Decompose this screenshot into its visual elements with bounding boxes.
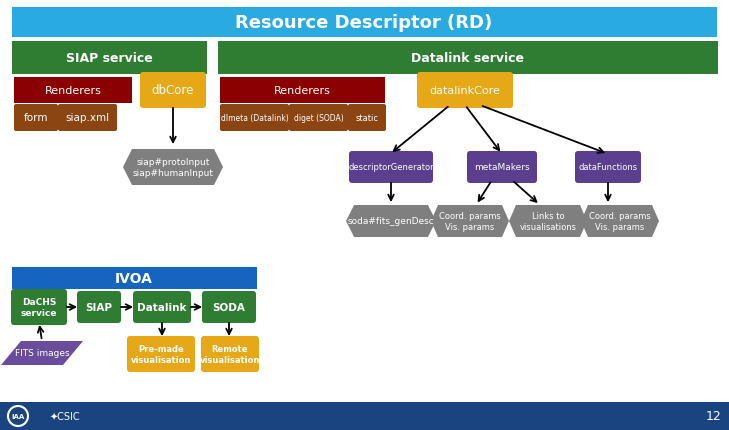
Text: Renderers: Renderers — [44, 86, 101, 96]
Text: metaMakers: metaMakers — [474, 163, 530, 172]
FancyBboxPatch shape — [348, 105, 386, 132]
FancyBboxPatch shape — [467, 152, 537, 184]
Text: dataFunctions: dataFunctions — [578, 163, 638, 172]
Bar — [220, 78, 385, 104]
Text: diget (SODA): diget (SODA) — [294, 114, 343, 123]
FancyBboxPatch shape — [58, 105, 117, 132]
Text: ✦CSIC: ✦CSIC — [50, 411, 80, 421]
Polygon shape — [346, 206, 436, 237]
Text: IVOA: IVOA — [115, 271, 153, 286]
Polygon shape — [581, 206, 659, 237]
Text: siap#protoInput
siap#humanInput: siap#protoInput siap#humanInput — [133, 158, 214, 177]
Polygon shape — [509, 206, 587, 237]
Text: Pre-made
visualisation: Pre-made visualisation — [130, 344, 191, 364]
Text: datalinkCore: datalinkCore — [429, 86, 500, 96]
Text: Coord. params
Vis. params: Coord. params Vis. params — [589, 212, 651, 231]
FancyBboxPatch shape — [11, 289, 67, 325]
FancyBboxPatch shape — [140, 73, 206, 109]
FancyBboxPatch shape — [220, 105, 289, 132]
Text: descriptorGenerator: descriptorGenerator — [348, 163, 434, 172]
Text: 12: 12 — [706, 409, 722, 423]
FancyBboxPatch shape — [201, 336, 259, 372]
Text: SIAP: SIAP — [85, 302, 112, 312]
Text: Datalink service: Datalink service — [411, 51, 524, 64]
Text: IAA: IAA — [12, 413, 25, 419]
Text: Links to
visualisations: Links to visualisations — [520, 212, 577, 231]
Text: DaCHS
service: DaCHS service — [20, 298, 58, 317]
Text: SODA: SODA — [213, 302, 246, 312]
Text: Renderers: Renderers — [273, 86, 330, 96]
FancyBboxPatch shape — [77, 291, 121, 323]
Text: Coord. params
Vis. params: Coord. params Vis. params — [439, 212, 501, 231]
Text: dlmeta (Datalink): dlmeta (Datalink) — [221, 114, 289, 123]
Text: Remote
visualisation: Remote visualisation — [200, 344, 260, 364]
Polygon shape — [431, 206, 509, 237]
FancyBboxPatch shape — [349, 152, 433, 184]
Polygon shape — [123, 150, 223, 186]
Text: soda#fits_genDesc: soda#fits_genDesc — [348, 217, 434, 226]
Text: dbCore: dbCore — [152, 84, 194, 97]
Bar — [12, 267, 257, 289]
Polygon shape — [1, 341, 83, 365]
Text: form: form — [24, 113, 48, 123]
FancyBboxPatch shape — [127, 336, 195, 372]
Text: Resource Descriptor (RD): Resource Descriptor (RD) — [235, 14, 493, 32]
Text: SIAP service: SIAP service — [66, 51, 152, 64]
FancyBboxPatch shape — [575, 152, 641, 184]
FancyBboxPatch shape — [289, 105, 348, 132]
FancyBboxPatch shape — [14, 105, 58, 132]
Text: static: static — [356, 114, 378, 123]
FancyBboxPatch shape — [202, 291, 256, 323]
FancyBboxPatch shape — [417, 73, 513, 109]
Bar — [218, 42, 718, 75]
FancyBboxPatch shape — [133, 291, 191, 323]
Text: FITS images: FITS images — [15, 349, 69, 358]
Bar — [12, 42, 207, 75]
Bar — [12, 8, 717, 38]
Text: Datalink: Datalink — [137, 302, 187, 312]
Bar — [14, 78, 132, 104]
Bar — [0, 402, 729, 430]
Text: siap.xml: siap.xml — [66, 113, 109, 123]
